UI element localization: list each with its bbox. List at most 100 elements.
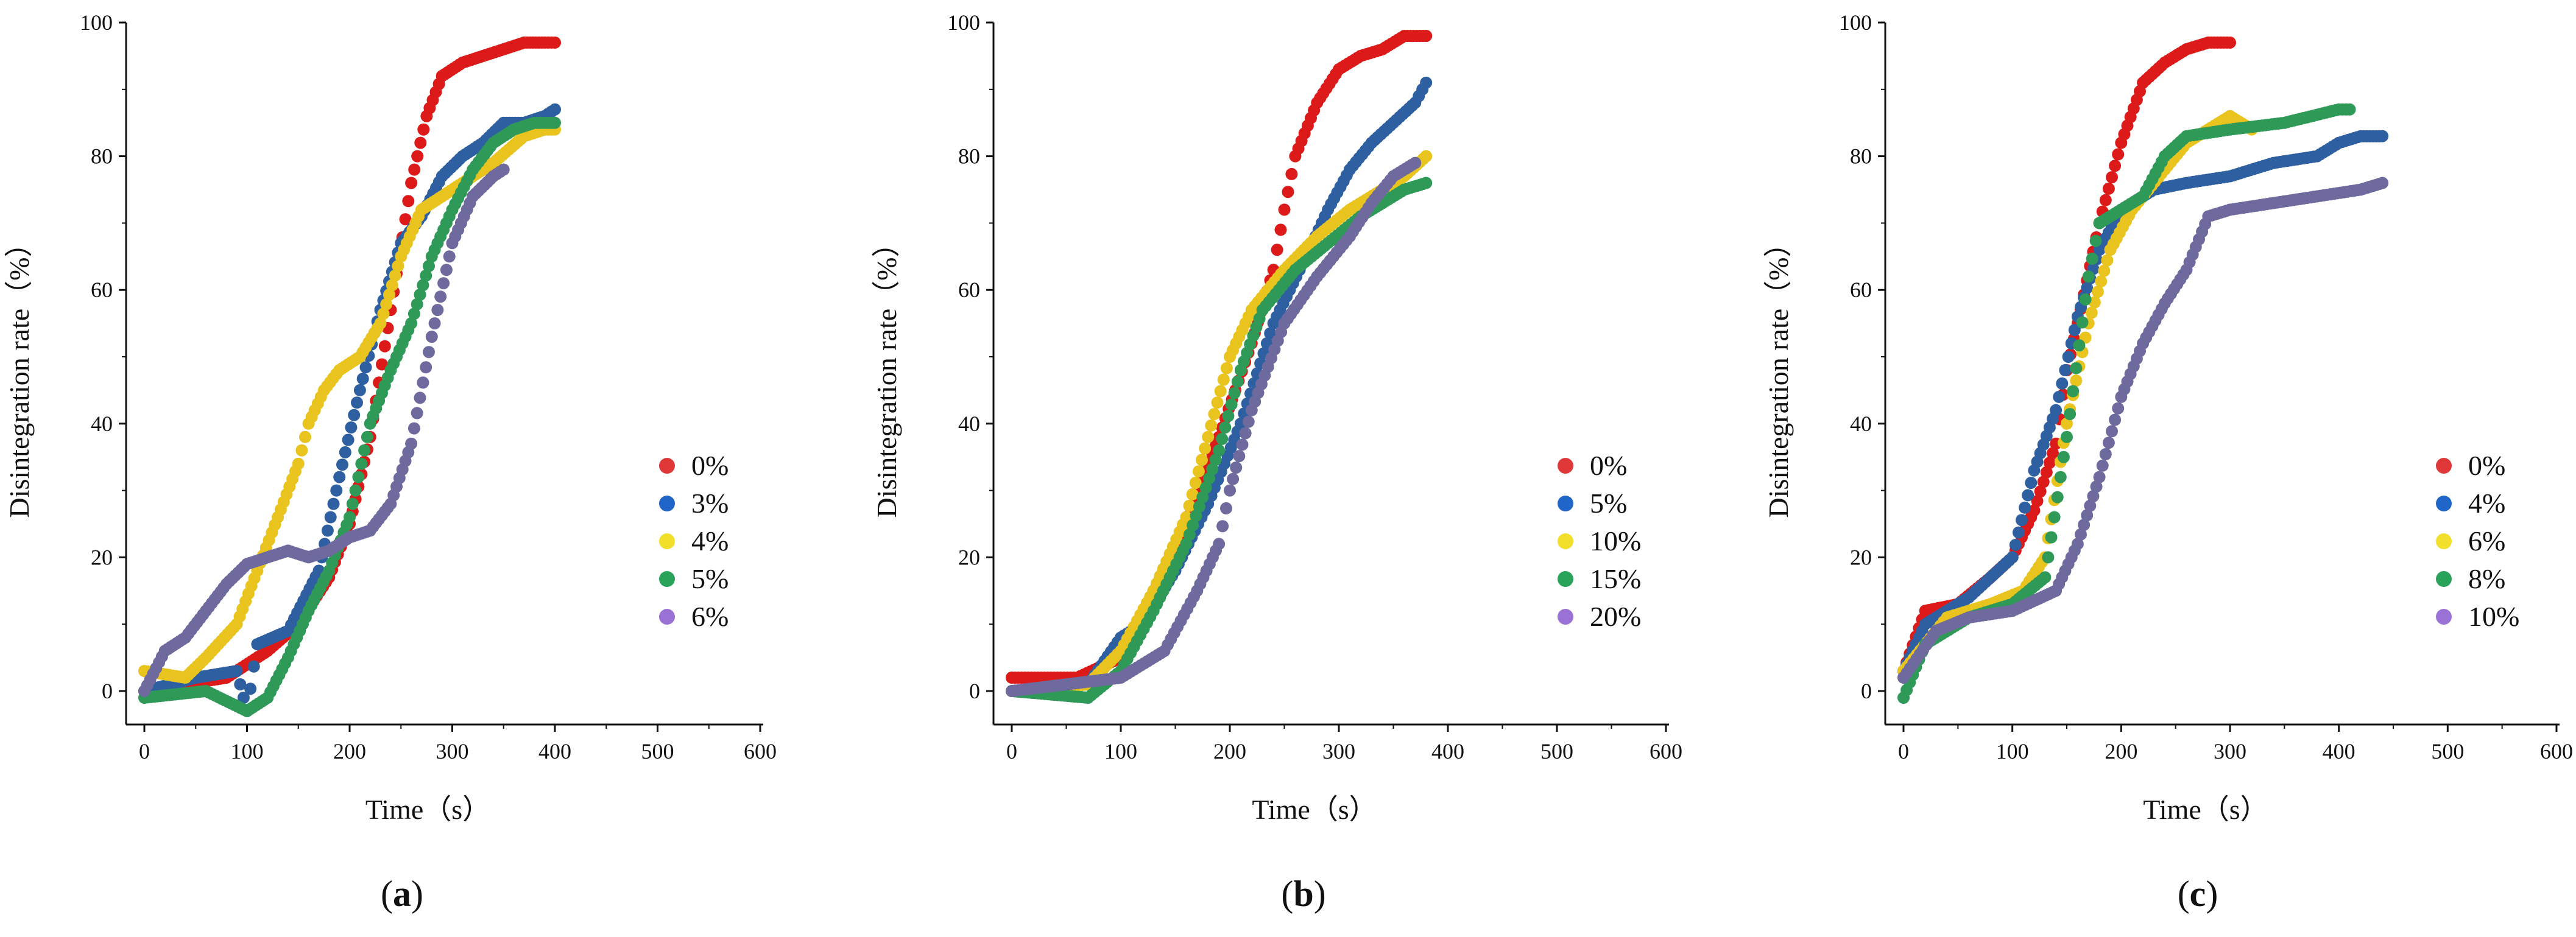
data-point [549,116,561,129]
data-point [2050,404,2063,416]
data-point [378,340,391,353]
data-point [1420,76,1433,89]
data-point [2070,362,2083,374]
data-point [361,430,373,443]
panel-label-close: ) [1314,874,1326,914]
y-tick-label: 80 [91,144,113,169]
x-tick-label: 400 [2323,739,2355,763]
data-point [1211,396,1224,409]
data-point [2112,148,2125,161]
data-point [402,195,415,208]
data-point [1227,472,1240,485]
data-point [2070,374,2083,387]
y-tick-label: 100 [947,10,980,35]
data-point [408,422,420,435]
data-point [1278,203,1291,216]
data-point [1231,375,1244,388]
legend-marker [659,458,675,474]
x-axis-title: Time（s） [2143,794,2268,825]
data-point [2093,471,2106,483]
y-tick-label: 0 [102,679,113,703]
data-point [1213,538,1226,550]
data-point [2073,339,2086,352]
data-point [549,103,561,116]
data-point [2084,499,2097,512]
data-point [2086,253,2098,265]
data-point [2096,459,2109,472]
data-point [2076,316,2089,329]
legend-marker [1558,533,1573,549]
legend-marker [659,533,675,549]
legend-label: 10% [2468,601,2519,632]
data-point [353,384,366,396]
y-tick-label: 100 [80,10,113,35]
data-point [1264,327,1277,340]
data-point [321,524,334,537]
legend-label: 6% [2468,525,2505,556]
data-point [2343,103,2356,116]
data-point [2012,526,2025,539]
data-point [1213,444,1226,457]
data-point [1193,500,1205,513]
data-point [2090,480,2103,493]
data-point [1199,482,1212,494]
data-point [339,446,351,458]
series-4pct [138,123,561,684]
y-tick-label: 20 [91,545,113,569]
data-point [1202,430,1215,443]
data-point [1214,385,1227,398]
x-tick-label: 100 [231,739,264,763]
legend-label: 20% [1590,601,1641,632]
data-point [374,317,387,330]
data-point [386,279,398,292]
data-point [2045,531,2058,544]
x-tick-label: 200 [333,739,366,763]
data-point [1186,488,1199,500]
panel-label: (b) [1281,874,1325,914]
data-point [342,433,355,446]
data-point [2079,293,2092,306]
x-tick-label: 400 [538,739,571,763]
data-point [358,444,371,457]
y-axis-title: Disintegration rate（%） [4,230,35,518]
data-point [244,683,257,695]
data-point [2071,538,2084,550]
y-tick-label: 60 [1850,278,1872,302]
data-point [383,289,395,301]
legend-marker [2436,571,2452,587]
data-point [2048,511,2061,524]
data-point [1420,29,1433,42]
data-point [2006,551,2019,564]
data-point [2043,457,2056,469]
data-point [2019,501,2031,514]
data-point [411,407,423,419]
x-tick-label: 0 [1898,739,1909,763]
data-point [414,391,426,404]
data-point [2028,504,2041,517]
data-point [2109,160,2122,172]
data-point [1187,519,1199,532]
series-15pct [1006,177,1433,704]
data-point [1206,463,1219,476]
x-tick-label: 500 [1540,739,1573,763]
data-point [1199,442,1212,455]
data-point [1236,438,1249,451]
panel-label: (c) [2178,874,2218,914]
legend-label: 10% [1590,525,1641,556]
data-point [417,376,429,389]
data-point [2064,408,2077,421]
legend-marker [1558,496,1573,511]
data-point [2051,491,2064,504]
chart-panel-a: 0 20 40 60 80 100 0 100 200 300 400 500 600 Time（s） Di… [4,10,777,914]
panel-label-open: ( [1281,874,1293,914]
x-tick-label: 200 [1213,739,1246,763]
data-point [408,163,421,176]
data-point [1420,177,1433,189]
x-tick-label: 600 [744,739,777,763]
data-point [425,331,438,343]
data-point [2089,234,2102,247]
data-point [330,484,343,497]
data-point [234,678,247,690]
legend-marker [2436,609,2452,625]
legend-marker [2436,533,2452,549]
